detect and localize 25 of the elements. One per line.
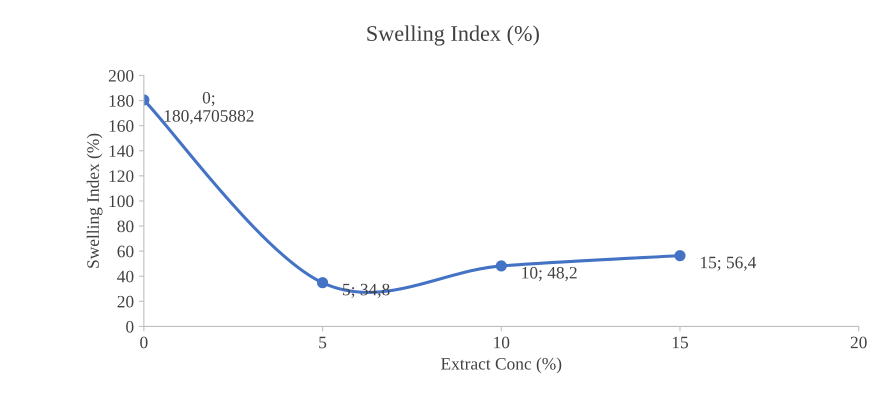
data-label: 15; 56,4 [700, 256, 756, 271]
y-tick-label: 80 [117, 220, 134, 232]
x-tick-label: 5 [319, 336, 326, 348]
point [496, 260, 507, 272]
point [674, 250, 686, 262]
x-axis-title: Extract Conc (%) [441, 357, 562, 374]
y-axis-title: Swelling Index (%) [86, 134, 103, 268]
chart-title: Swelling Index (%) [367, 25, 539, 46]
y-tick-label: 0 [126, 320, 134, 333]
y-tick-label: 20 [118, 296, 134, 308]
y-tick-label: 200 [108, 70, 134, 82]
data-label: 0; 180,4705882 [164, 92, 254, 124]
y-tick-label: 140 [110, 145, 134, 157]
x-tick-label: 20 [850, 336, 867, 348]
y-tick-label: 60 [118, 246, 134, 258]
point [317, 277, 328, 288]
x-tick-label: 0 [140, 336, 148, 348]
data-label: 10; 48,2 [522, 266, 577, 282]
y-tick-label: 180 [110, 95, 134, 107]
y-tick-label: 120 [110, 170, 134, 182]
x-tick-label: 15 [672, 336, 688, 348]
y-tick-label: 100 [110, 195, 134, 208]
y-tick-label: 40 [117, 270, 134, 282]
x-tick-label: 10 [494, 336, 510, 348]
y-tick-label: 160 [110, 120, 134, 132]
